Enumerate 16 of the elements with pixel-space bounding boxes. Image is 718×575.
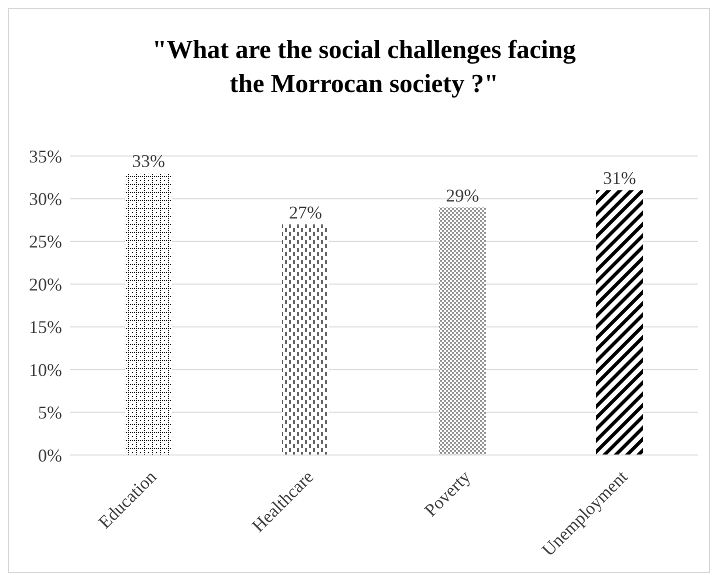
data-label: 33%: [132, 151, 165, 172]
data-label: 27%: [289, 202, 322, 222]
y-tick-label: 15%: [29, 317, 62, 338]
bar: [596, 190, 644, 455]
data-label: 29%: [446, 185, 479, 206]
bar: [438, 207, 486, 455]
y-tick-label: 20%: [29, 274, 62, 294]
bar: [282, 224, 330, 455]
y-tick-label: 30%: [29, 189, 62, 210]
y-tick-label: 5%: [38, 402, 62, 423]
y-tick-label: 0%: [38, 445, 62, 466]
y-tick-label: 35%: [29, 146, 62, 166]
y-tick-label: 25%: [29, 232, 62, 252]
data-label: 31%: [603, 168, 636, 188]
chart-title: "What are the social challenges facing the Morrocan society ?": [152, 35, 576, 98]
y-tick-label: 10%: [29, 360, 62, 380]
